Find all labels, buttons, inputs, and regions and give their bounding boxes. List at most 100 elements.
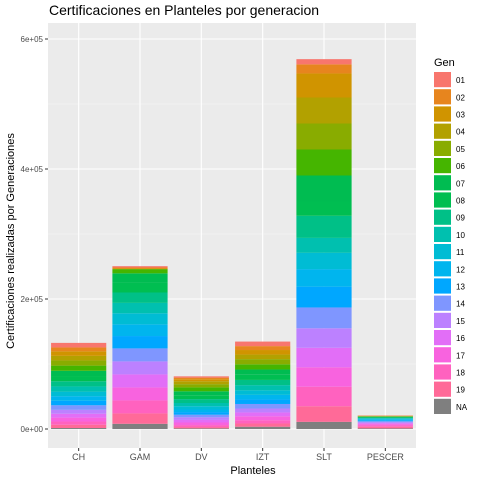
legend-label-06: 06 bbox=[456, 162, 465, 171]
legend-label-04: 04 bbox=[456, 128, 465, 137]
bar-segment-SLT-NA bbox=[296, 421, 352, 429]
bar-segment-PESCER-10 bbox=[357, 418, 413, 419]
bar-segment-PESCER-12 bbox=[357, 419, 413, 421]
bar-segment-IZT-19 bbox=[235, 423, 291, 427]
bar-segment-GAM-03 bbox=[112, 268, 168, 270]
bar-segment-IZT-14 bbox=[235, 403, 291, 409]
bar-segment-IZT-04 bbox=[235, 354, 291, 360]
y-axis: 0e+00 2e+05 4e+05 6e+05 bbox=[21, 35, 48, 434]
y-tick-label: 2e+05 bbox=[21, 295, 44, 304]
bar-segment-GAM-11 bbox=[112, 313, 168, 325]
bar-segment-CH-08 bbox=[51, 376, 107, 382]
x-tick-label: CH bbox=[72, 452, 85, 462]
bar-segment-IZT-11 bbox=[235, 390, 291, 395]
legend-key-14 bbox=[434, 295, 451, 311]
legend-key-19 bbox=[434, 381, 451, 397]
y-tick-label: 0e+00 bbox=[21, 425, 44, 434]
bar-segment-DV-18 bbox=[173, 425, 229, 428]
bar-segment-DV-NA bbox=[173, 428, 229, 429]
bar-segment-CH-05 bbox=[51, 360, 107, 366]
bar-segment-IZT-15 bbox=[235, 408, 291, 413]
bar-segment-SLT-06 bbox=[296, 149, 352, 176]
legend-key-06 bbox=[434, 158, 451, 174]
bar-segment-SLT-01 bbox=[296, 59, 352, 65]
legend-key-15 bbox=[434, 312, 451, 328]
legend-label-NA: NA bbox=[456, 403, 468, 412]
bar-segment-PESCER-14 bbox=[357, 421, 413, 423]
bar-segment-GAM-02 bbox=[112, 267, 168, 269]
bar-segment-PESCER-15 bbox=[357, 422, 413, 424]
x-tick-label: PESCER bbox=[367, 452, 405, 462]
bar-segment-CH-NA bbox=[51, 428, 107, 429]
x-axis-label: Planteles bbox=[230, 465, 276, 477]
bar-segment-CH-11 bbox=[51, 391, 107, 397]
bar-segment-PESCER-11 bbox=[357, 418, 413, 420]
legend-label-14: 14 bbox=[456, 300, 465, 309]
chart-title: Certificaciones en Planteles por generac… bbox=[49, 2, 319, 18]
bar-segment-GAM-08 bbox=[112, 282, 168, 293]
legend-title: Gen bbox=[434, 57, 455, 69]
bar-segment-DV-03 bbox=[173, 379, 229, 382]
bar-segment-GAM-16 bbox=[112, 374, 168, 388]
bar-segment-DV-09 bbox=[173, 399, 229, 403]
y-tick-label: 6e+05 bbox=[21, 35, 44, 44]
bar-segment-SLT-11 bbox=[296, 252, 352, 270]
bar-segment-SLT-03 bbox=[296, 73, 352, 98]
bar-segment-IZT-13 bbox=[235, 399, 291, 404]
y-axis-label: Certificaciones realizadas por Generacio… bbox=[5, 133, 17, 349]
legend-label-16: 16 bbox=[456, 334, 465, 343]
bar-segment-GAM-19 bbox=[112, 413, 168, 424]
bar-segment-IZT-08 bbox=[235, 374, 291, 380]
bar-segment-CH-07 bbox=[51, 370, 107, 377]
bar-segment-PESCER-08 bbox=[357, 417, 413, 418]
bar-segment-IZT-18 bbox=[235, 420, 291, 424]
bar-segment-SLT-19 bbox=[296, 406, 352, 422]
bar-segment-SLT-17 bbox=[296, 367, 352, 387]
bar-segment-CH-16 bbox=[51, 413, 107, 418]
bar-segment-GAM-13 bbox=[112, 336, 168, 349]
legend-key-03 bbox=[434, 106, 451, 122]
legend-key-17 bbox=[434, 347, 451, 363]
bar-segment-DV-11 bbox=[173, 406, 229, 410]
bar-segment-DV-16 bbox=[173, 419, 229, 423]
bar-segment-SLT-16 bbox=[296, 347, 352, 368]
legend: Gen 01 02 03 04 05 06 07 08 09 10 11 12 13 14 15 16 17 18… bbox=[434, 57, 468, 414]
bar-segment-DV-13 bbox=[173, 412, 229, 415]
bar-segment-CH-12 bbox=[51, 396, 107, 401]
legend-key-02 bbox=[434, 89, 451, 105]
bar-segment-IZT-10 bbox=[235, 385, 291, 391]
bar-segment-IZT-02 bbox=[235, 346, 291, 351]
bar-segment-DV-10 bbox=[173, 403, 229, 407]
bar-segment-CH-18 bbox=[51, 421, 107, 425]
legend-label-15: 15 bbox=[456, 317, 465, 326]
bar-segment-SLT-13 bbox=[296, 286, 352, 308]
legend-key-NA bbox=[434, 398, 451, 414]
legend-label-07: 07 bbox=[456, 179, 465, 188]
legend-key-16 bbox=[434, 330, 451, 346]
x-axis: CH GAM DV IZT SLT PESCER bbox=[72, 448, 404, 462]
bar-segment-IZT-17 bbox=[235, 416, 291, 421]
bar-segment-SLT-07 bbox=[296, 175, 352, 202]
plot-panel bbox=[48, 23, 416, 448]
bar-segment-CH-03 bbox=[51, 351, 107, 356]
bar-segment-PESCER-13 bbox=[357, 420, 413, 422]
bar-segment-SLT-02 bbox=[296, 64, 352, 74]
bar-segment-CH-17 bbox=[51, 417, 107, 422]
bar-segment-DV-12 bbox=[173, 409, 229, 413]
bar-segment-DV-14 bbox=[173, 414, 229, 418]
bar-segment-GAM-12 bbox=[112, 324, 168, 337]
bar-segment-DV-01 bbox=[173, 376, 229, 378]
legend-label-13: 13 bbox=[456, 283, 465, 292]
bar-segment-SLT-18 bbox=[296, 386, 352, 407]
x-tick-label: DV bbox=[195, 452, 208, 462]
legend-key-01 bbox=[434, 72, 451, 88]
legend-key-04 bbox=[434, 123, 451, 139]
bar-segment-DV-08 bbox=[173, 395, 229, 400]
legend-key-18 bbox=[434, 364, 451, 380]
bar-segment-IZT-03 bbox=[235, 350, 291, 355]
bar-segment-CH-01 bbox=[51, 342, 107, 348]
legend-key-09 bbox=[434, 209, 451, 225]
legend-label-01: 01 bbox=[456, 76, 465, 85]
bar-segment-CH-02 bbox=[51, 347, 107, 352]
